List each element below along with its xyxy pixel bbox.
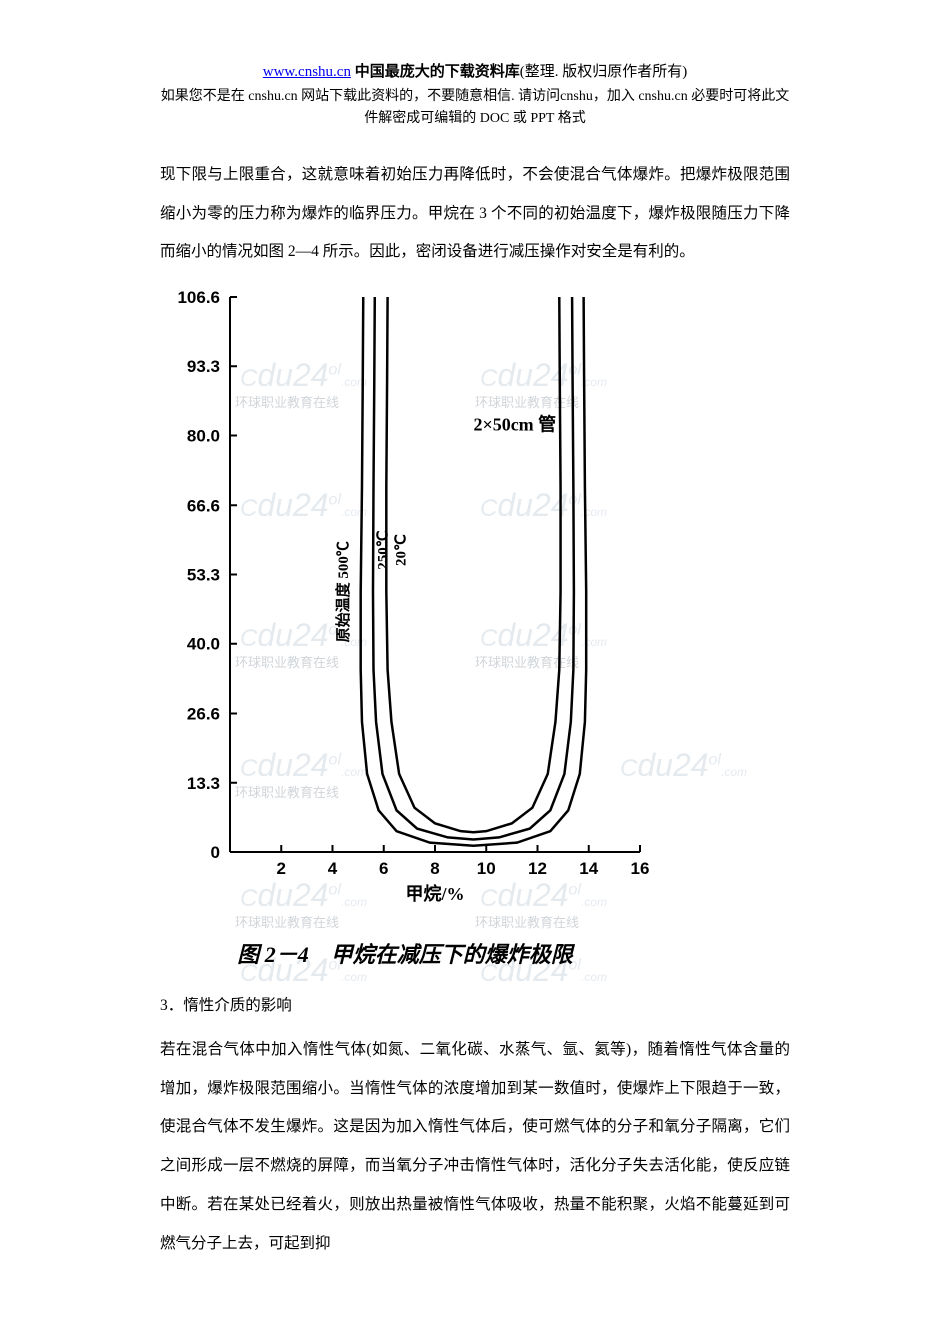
svg-text:53.3: 53.3 — [187, 566, 220, 585]
chart-svg: 2 4 6 8 10 12 14 16 0 13.3 26.6 40.0 53.3 66.6 80.0 93.… — [160, 287, 650, 912]
svg-text:2: 2 — [277, 859, 286, 878]
svg-text:20℃: 20℃ — [394, 534, 410, 566]
svg-text:10: 10 — [477, 859, 496, 878]
svg-text:250℃: 250℃ — [376, 530, 392, 570]
svg-text:26.6: 26.6 — [187, 705, 220, 724]
svg-text:40.0: 40.0 — [187, 635, 220, 654]
paragraph-1: 现下限与上限重合，这就意味着初始压力再降低时，不会使混合气体爆炸。把爆炸极限范围… — [160, 156, 790, 272]
header-tail: (整理. 版权归原作者所有) — [520, 64, 688, 80]
header-suffix: 中国最庞大的下载资料库 — [351, 64, 520, 80]
page-header: www.cnshu.cn 中国最庞大的下载资料库(整理. 版权归原作者所有) 如… — [160, 60, 790, 131]
header-line2: 如果您不是在 cnshu.cn 网站下载此资料的，不要随意相信. 请访问cnsh… — [160, 86, 790, 131]
paragraph-2: 若在混合气体中加入惰性气体(如氮、二氧化碳、水蒸气、氩、氦等)，随着惰性气体含量… — [160, 1031, 790, 1264]
svg-text:8: 8 — [430, 859, 439, 878]
chart-caption: 图 2－4 甲烷在减压下的爆炸极限 — [160, 937, 650, 969]
svg-text:66.6: 66.6 — [187, 496, 220, 515]
svg-text:16: 16 — [631, 859, 650, 878]
chart-figure-2-4: Cdu24ol.comCdu24ol.comCdu24ol.comCdu24ol… — [160, 287, 650, 977]
svg-text:13.3: 13.3 — [187, 774, 220, 793]
svg-text:4: 4 — [328, 859, 338, 878]
svg-text:14: 14 — [579, 859, 598, 878]
svg-text:12: 12 — [528, 859, 547, 878]
svg-text:6: 6 — [379, 859, 388, 878]
svg-text:93.3: 93.3 — [187, 357, 220, 376]
svg-text:2×50cm 管: 2×50cm 管 — [473, 413, 556, 434]
svg-text:原始温度 500℃: 原始温度 500℃ — [334, 541, 352, 642]
svg-text:80.0: 80.0 — [187, 427, 220, 446]
section-3-title: 3．惰性介质的影响 — [160, 987, 790, 1026]
svg-text:甲烷/%: 甲烷/% — [405, 883, 464, 904]
site-link[interactable]: www.cnshu.cn — [263, 64, 351, 80]
svg-text:0: 0 — [211, 843, 220, 862]
header-line1: www.cnshu.cn 中国最庞大的下载资料库(整理. 版权归原作者所有) — [160, 60, 790, 84]
svg-text:106.6: 106.6 — [177, 288, 220, 307]
